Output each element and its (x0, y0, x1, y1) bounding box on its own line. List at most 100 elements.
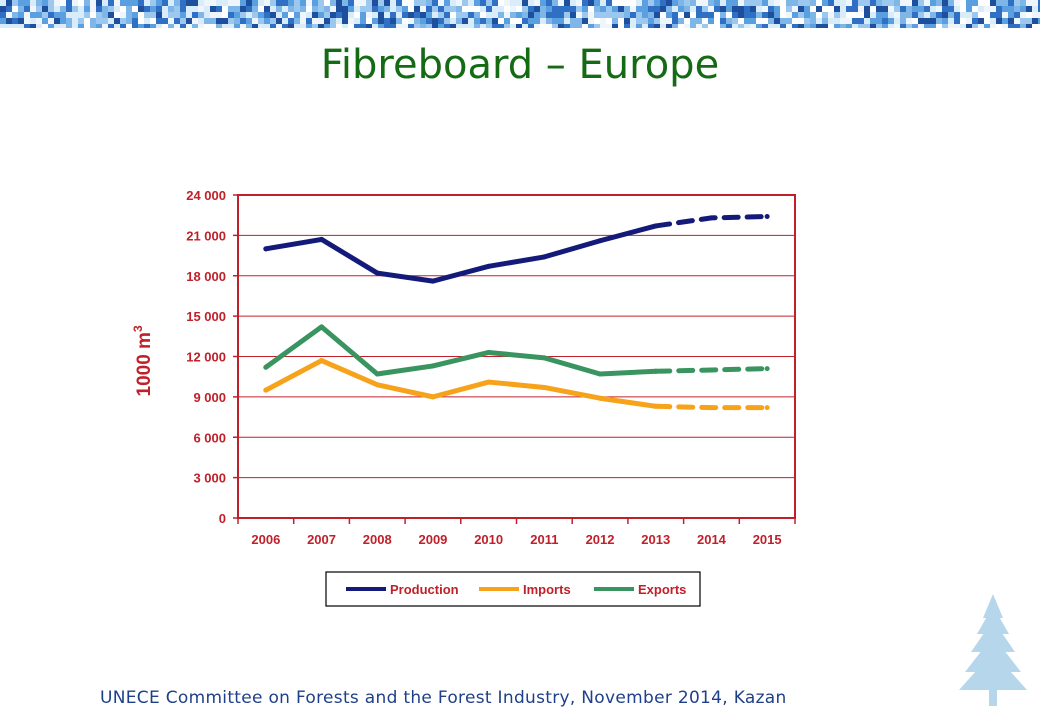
banner-tile (312, 12, 318, 18)
banner-tile (930, 24, 936, 28)
banner-tile (444, 0, 450, 6)
banner-tile (30, 6, 36, 12)
banner-tile (150, 12, 156, 18)
banner-tile (480, 0, 486, 6)
banner-tile (6, 0, 12, 6)
banner-tile (456, 24, 462, 28)
banner-tile (534, 0, 540, 6)
banner-tile (438, 18, 444, 24)
banner-tile (504, 6, 510, 12)
banner-tile (990, 12, 996, 18)
banner-tile (498, 6, 504, 12)
banner-tile (396, 12, 402, 18)
banner-tile (126, 18, 132, 24)
banner-tile (732, 18, 738, 24)
banner-tile (48, 18, 54, 24)
banner-tile (162, 0, 168, 6)
banner-tile (906, 18, 912, 24)
banner-tile (384, 18, 390, 24)
x-axis-ticks: 2006 2007 2008 2009 2010 2011 2012 2013 2014 2015 (237, 518, 796, 547)
banner-tile (486, 0, 492, 6)
banner-tile (660, 0, 666, 6)
banner-tile (708, 6, 714, 12)
banner-tile (948, 0, 954, 6)
banner-tile (948, 24, 954, 28)
banner-tile (900, 6, 906, 12)
banner-tile (678, 12, 684, 18)
banner-tile (870, 18, 876, 24)
banner-tile (348, 18, 354, 24)
banner-tile (582, 18, 588, 24)
banner-tile (24, 24, 30, 28)
banner-tile (90, 6, 96, 12)
banner-tile (804, 18, 810, 24)
x-tick-label: 2006 (251, 532, 280, 547)
banner-tile (450, 24, 456, 28)
banner-tile (1032, 0, 1038, 6)
banner-tile (192, 6, 198, 12)
banner-tile (222, 6, 228, 12)
banner-tile (192, 0, 198, 6)
banner-tile (378, 0, 384, 6)
y-tick-label: 18 000 (186, 269, 226, 284)
banner-tile (612, 6, 618, 12)
banner-tile (684, 6, 690, 12)
banner-tile (630, 18, 636, 24)
banner-tile (708, 12, 714, 18)
banner-tile (1038, 24, 1040, 28)
banner-tile (204, 0, 210, 6)
banner-tile (834, 24, 840, 28)
banner-tile (792, 6, 798, 12)
banner-tile (204, 24, 210, 28)
banner-tile (996, 6, 1002, 12)
banner-tile (714, 6, 720, 12)
data-point-exports (764, 366, 770, 372)
banner-tile (240, 18, 246, 24)
banner-tile (174, 12, 180, 18)
banner-tile (72, 0, 78, 6)
banner-tile (972, 12, 978, 18)
banner-tile (270, 18, 276, 24)
banner-tile (1020, 18, 1026, 24)
banner-tile (702, 24, 708, 28)
banner-tile (138, 24, 144, 28)
banner-tile (894, 24, 900, 28)
banner-tile (144, 18, 150, 24)
banner-tile (198, 24, 204, 28)
banner-tile (168, 0, 174, 6)
banner-tile (300, 18, 306, 24)
banner-tile (654, 0, 660, 6)
banner-tile (378, 6, 384, 12)
banner-tile (78, 18, 84, 24)
banner-tile (276, 0, 282, 6)
banner-tile (342, 24, 348, 28)
banner-tile (66, 18, 72, 24)
banner-tile (102, 0, 108, 6)
banner-tile (630, 6, 636, 12)
series-lines (263, 214, 770, 411)
banner-tile (840, 18, 846, 24)
banner-tile (720, 0, 726, 6)
series-line-exports (263, 324, 659, 377)
banner-tile (570, 6, 576, 12)
banner-tile (138, 12, 144, 18)
banner-tile (708, 24, 714, 28)
banner-tile (852, 0, 858, 6)
banner-tile (930, 12, 936, 18)
banner-tile (96, 24, 102, 28)
banner-tile (474, 6, 480, 12)
banner-tile (972, 6, 978, 12)
banner-tile (648, 6, 654, 12)
banner-tile (798, 24, 804, 28)
banner-tile (24, 0, 30, 6)
data-point-exports (319, 324, 325, 330)
banner-tile (42, 24, 48, 28)
banner-tile (816, 12, 822, 18)
banner-tile (402, 0, 408, 6)
banner-tile (582, 6, 588, 12)
banner-tile (774, 18, 780, 24)
banner-tile (72, 6, 78, 12)
banner-tile (924, 24, 930, 28)
banner-tile (858, 24, 864, 28)
banner-tile (612, 24, 618, 28)
